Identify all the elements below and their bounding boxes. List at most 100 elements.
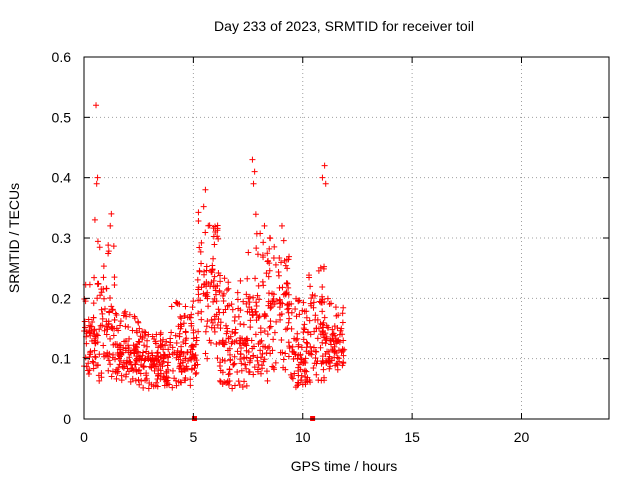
- data-point: [257, 230, 264, 237]
- data-point: [188, 356, 195, 363]
- data-point: [83, 330, 90, 337]
- data-point: [111, 274, 118, 281]
- data-point: [107, 222, 114, 229]
- data-point: [285, 319, 292, 326]
- data-point: [238, 360, 245, 367]
- data-point: [164, 380, 171, 387]
- data-point: [237, 307, 244, 314]
- data-point: [136, 367, 143, 374]
- data-point: [225, 279, 232, 286]
- data-point: [225, 285, 232, 292]
- data-point: [108, 325, 115, 332]
- data-point: [195, 286, 202, 293]
- data-point: [287, 371, 294, 378]
- data-point: [288, 300, 295, 307]
- y-tick-label: 0.1: [52, 351, 72, 367]
- data-point: [177, 353, 184, 360]
- data-point: [317, 344, 324, 351]
- data-point: [294, 335, 301, 342]
- data-point: [196, 267, 203, 274]
- data-point: [165, 366, 172, 373]
- data-point: [229, 306, 236, 313]
- data-point: [259, 252, 266, 259]
- data-point: [339, 319, 346, 326]
- data-point: [276, 254, 283, 261]
- data-point: [301, 359, 308, 366]
- data-point: [289, 375, 296, 382]
- data-point: [255, 282, 262, 289]
- data-point: [91, 216, 98, 223]
- data-point: [208, 316, 215, 323]
- data-point: [235, 378, 242, 385]
- data-point: [125, 345, 132, 352]
- data-point: [169, 367, 176, 374]
- data-point: [338, 325, 345, 332]
- data-point: [94, 362, 101, 369]
- data-point: [223, 322, 230, 329]
- data-point: [324, 295, 331, 302]
- data-point: [270, 255, 277, 262]
- data-point: [254, 357, 261, 364]
- chart-title: Day 233 of 2023, SRMTID for receiver toi…: [214, 18, 474, 34]
- data-point: [303, 308, 310, 315]
- data-point: [315, 325, 322, 332]
- data-point: [322, 180, 329, 187]
- data-point: [317, 299, 324, 306]
- data-point: [247, 317, 254, 324]
- data-point: [129, 327, 136, 334]
- data-point: [254, 366, 261, 373]
- data-point: [258, 354, 265, 361]
- data-point: [328, 300, 335, 307]
- data-point: [263, 350, 270, 357]
- data-point: [245, 348, 252, 355]
- data-point: [190, 335, 197, 342]
- data-point: [90, 300, 97, 307]
- data-point: [220, 309, 227, 316]
- x-axis-title: GPS time / hours: [291, 458, 398, 474]
- data-point: [271, 329, 278, 336]
- data-point: [276, 312, 283, 319]
- data-point: [237, 321, 244, 328]
- data-point: [154, 373, 161, 380]
- data-point: [97, 292, 104, 299]
- data-point: [301, 326, 308, 333]
- data-point: [115, 327, 122, 334]
- data-point: [312, 348, 319, 355]
- data-point: [243, 291, 250, 298]
- data-point: [198, 239, 205, 246]
- data-point: [254, 251, 261, 258]
- data-point: [187, 376, 194, 383]
- data-point: [168, 303, 175, 310]
- data-point: [136, 381, 143, 388]
- data-point: [276, 284, 283, 291]
- data-point: [225, 335, 232, 342]
- data-point: [257, 370, 264, 377]
- data-point: [319, 321, 326, 328]
- data-point: [336, 339, 343, 346]
- x-tick-label: 5: [189, 429, 197, 445]
- data-point: [116, 353, 123, 360]
- data-point: [280, 356, 287, 363]
- data-point: [85, 370, 92, 377]
- data-point: [322, 336, 329, 343]
- data-point: [215, 316, 222, 323]
- data-point: [129, 365, 136, 372]
- data-point: [256, 313, 263, 320]
- data-point: [216, 339, 223, 346]
- data-point: [295, 380, 302, 387]
- data-point: [282, 262, 289, 269]
- data-point: [295, 341, 302, 348]
- data-point: [90, 314, 97, 321]
- data-point: [319, 329, 326, 336]
- data-point: [315, 267, 322, 274]
- data-point: [225, 302, 232, 309]
- data-point: [140, 349, 147, 356]
- data-point: [267, 318, 274, 325]
- data-point: [212, 287, 219, 294]
- data-point: [173, 340, 180, 347]
- data-point: [246, 368, 253, 375]
- data-point: [224, 379, 231, 386]
- data-point: [103, 318, 110, 325]
- data-point: [178, 343, 185, 350]
- data-point: [266, 234, 273, 241]
